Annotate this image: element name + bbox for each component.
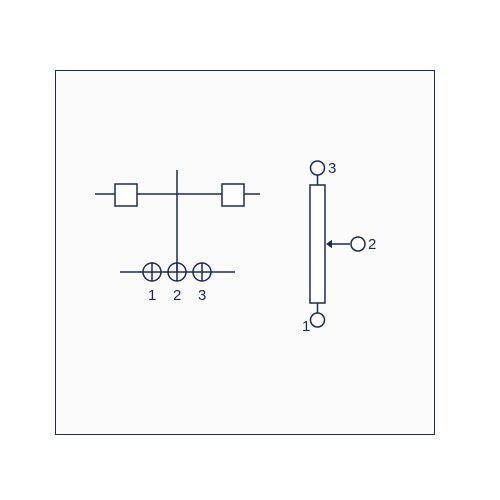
pin-label: 1 (148, 287, 156, 304)
pin-label: 2 (173, 287, 181, 304)
pin-label: 3 (198, 287, 206, 304)
pin-label: 2 (368, 236, 376, 253)
diagram-svg: 123321 (0, 0, 500, 500)
pin-label: 1 (302, 318, 310, 335)
pin-label: 3 (328, 160, 336, 177)
diagram-canvas: 123321 (0, 0, 500, 500)
